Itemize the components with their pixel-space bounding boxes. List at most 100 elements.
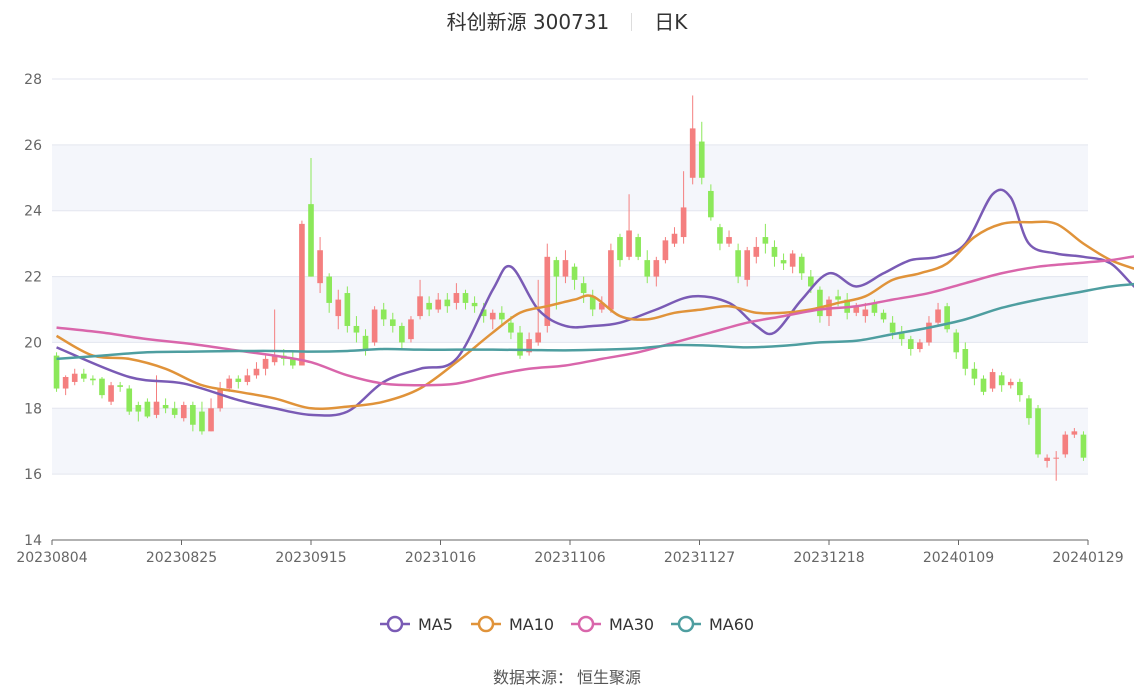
candle-body	[1026, 398, 1032, 419]
candle-body	[1017, 381, 1023, 396]
y-tick-label: 22	[24, 270, 42, 286]
candle-body	[226, 378, 233, 389]
candle-body	[617, 237, 623, 261]
candle-body	[471, 302, 478, 307]
candle-body	[53, 355, 60, 389]
candle-body	[235, 378, 242, 382]
candle-body	[126, 388, 133, 412]
legend-item-ma60[interactable]: MA60	[671, 615, 754, 634]
candle-body	[717, 227, 723, 244]
candle-body	[462, 293, 469, 303]
candle-body	[317, 250, 323, 284]
candle-body	[580, 283, 587, 294]
candle-body	[853, 306, 860, 313]
candle-body	[953, 332, 960, 353]
candle-body	[653, 260, 660, 277]
candle-body	[99, 378, 105, 396]
candle-body	[326, 276, 332, 303]
candle-body	[371, 309, 378, 343]
candle-body	[71, 373, 78, 382]
candle-body	[608, 250, 614, 310]
candle-body	[180, 404, 187, 419]
candle-body	[199, 411, 205, 432]
candle-body	[553, 260, 560, 277]
candle-body	[290, 358, 296, 366]
candle-body	[362, 335, 369, 350]
candle-body	[262, 358, 269, 369]
candle-body	[389, 319, 396, 326]
candle-body	[271, 355, 278, 363]
legend-marker	[577, 615, 595, 633]
candle-body	[299, 223, 305, 366]
legend-label: MA5	[418, 615, 453, 634]
x-tick-label: 20240129	[1052, 550, 1123, 566]
candle-body	[190, 404, 196, 425]
candle-body	[798, 256, 805, 274]
candle-body	[144, 401, 151, 417]
candle-body	[517, 332, 523, 356]
candle-body	[808, 276, 814, 287]
candle-body	[744, 250, 751, 280]
candle-body	[735, 250, 741, 277]
candle-body	[435, 299, 442, 310]
ma-line-ma10	[55, 220, 1134, 411]
candle-body	[1062, 434, 1069, 455]
candle-body	[789, 253, 796, 267]
candle-body	[117, 385, 123, 387]
candle-body	[162, 404, 169, 409]
x-tick-label: 20240109	[923, 550, 994, 566]
legend-item-ma30[interactable]: MA30	[571, 615, 654, 634]
candle-body	[644, 260, 651, 277]
x-tick-label: 20230804	[16, 550, 87, 566]
candle-body	[907, 339, 914, 350]
candle-body	[898, 332, 905, 340]
candle-body	[508, 322, 514, 333]
candle-body	[380, 309, 387, 320]
y-tick-label: 24	[24, 204, 42, 220]
candle-body	[626, 230, 632, 257]
y-tick-label: 20	[24, 335, 42, 351]
candle-body	[480, 309, 487, 317]
candle-body	[408, 319, 414, 340]
candle-body	[344, 293, 351, 326]
candle-body	[662, 240, 669, 261]
candle-body	[726, 237, 732, 244]
legend-item-ma10[interactable]: MA10	[471, 615, 554, 634]
legend-label: MA60	[709, 615, 754, 634]
candle-body	[835, 296, 841, 300]
period-label[interactable]: 日K	[654, 10, 688, 34]
candle-body	[1053, 457, 1060, 459]
grid-band	[52, 144, 1088, 211]
candle-body	[926, 322, 932, 343]
candle-body	[153, 401, 160, 415]
y-tick-label: 26	[24, 138, 42, 154]
candle-body	[1044, 457, 1050, 461]
candle-body	[817, 289, 823, 317]
candle-body	[90, 378, 96, 381]
candle-body	[980, 378, 987, 392]
candle-body	[453, 293, 460, 303]
candle-body	[753, 246, 760, 257]
candle-body	[399, 325, 405, 343]
candle-body	[489, 312, 496, 320]
candle-body	[444, 299, 451, 307]
candle-body	[944, 306, 950, 330]
source-label: 数据来源：	[492, 668, 573, 687]
legend-item-ma5[interactable]: MA5	[380, 615, 453, 634]
candle-body	[417, 296, 423, 317]
source-value: 恒生聚源	[577, 668, 642, 687]
candle-body	[889, 322, 896, 333]
candle-body	[962, 349, 969, 369]
candle-body	[62, 377, 69, 389]
candle-body	[780, 260, 787, 264]
candle-body	[571, 266, 578, 280]
candle-body	[308, 204, 314, 277]
data-source: 数据来源： 恒生聚源	[0, 664, 1134, 688]
candle-body	[535, 332, 542, 343]
legend-label: MA30	[609, 615, 654, 634]
candle-body	[880, 312, 887, 320]
candle-body	[671, 233, 678, 244]
legend-marker	[677, 615, 695, 633]
